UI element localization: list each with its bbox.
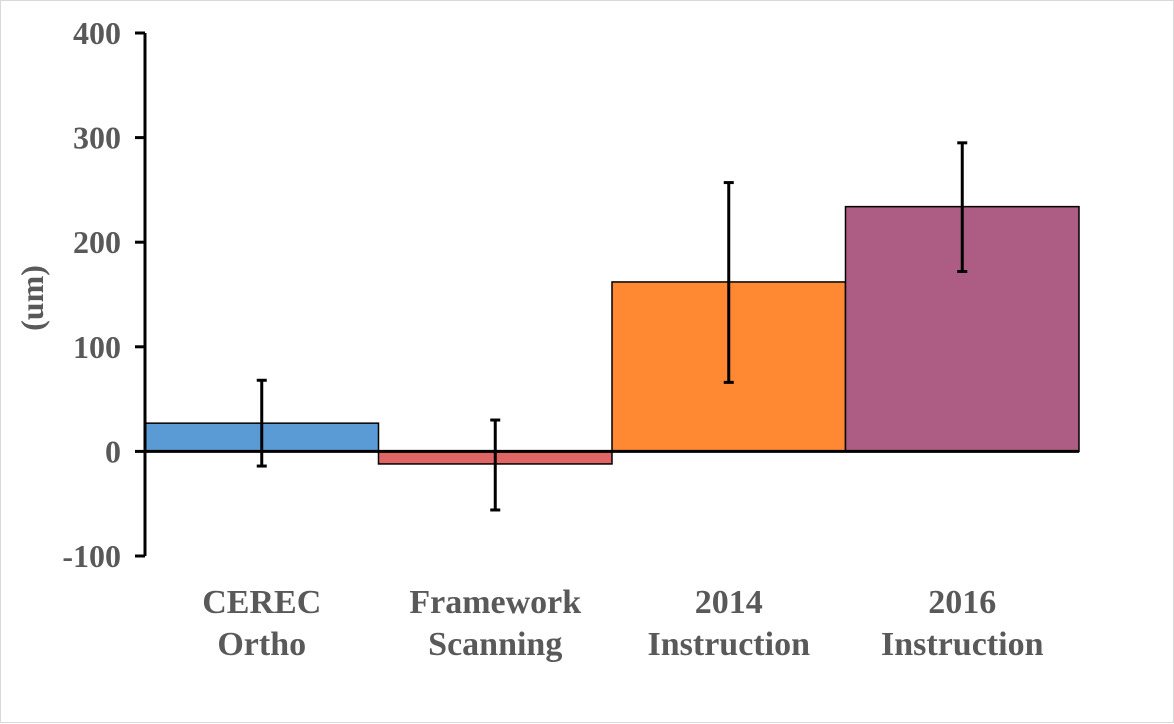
x-category-label: Instruction xyxy=(881,626,1044,663)
x-category-label: Framework xyxy=(409,584,581,621)
x-category-label: 2016 xyxy=(928,584,996,621)
bars xyxy=(144,205,1080,465)
y-axis-title: (um) xyxy=(14,265,50,331)
x-axis-categories: CEREC Ortho Framework Scanning 2014 Instructi… xyxy=(202,584,1043,663)
y-tick-label: 0 xyxy=(105,433,121,469)
x-category-label: 2014 xyxy=(695,584,763,621)
y-tick-label: 300 xyxy=(73,120,121,156)
y-axis-ticks: 400 300 200 100 0 -100 xyxy=(62,15,145,574)
y-tick-label: 200 xyxy=(73,224,121,260)
y-tick-label: -100 xyxy=(62,538,121,574)
x-category-label: Instruction xyxy=(648,626,811,663)
x-category-label: Scanning xyxy=(428,626,562,663)
x-category-label: CEREC xyxy=(202,584,321,621)
y-tick-label: 100 xyxy=(73,329,121,365)
x-category-label: Ortho xyxy=(217,626,306,663)
y-tick-label: 400 xyxy=(73,15,121,51)
